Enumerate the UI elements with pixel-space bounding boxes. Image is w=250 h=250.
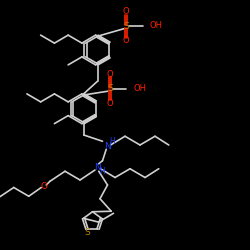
Text: S: S bbox=[124, 22, 129, 31]
Text: H: H bbox=[109, 137, 115, 146]
Text: O: O bbox=[107, 70, 113, 79]
Text: N: N bbox=[104, 142, 111, 151]
Text: H: H bbox=[99, 168, 105, 176]
Text: OH: OH bbox=[134, 84, 147, 93]
Text: N: N bbox=[94, 163, 101, 172]
Text: O: O bbox=[123, 36, 130, 45]
Text: OH: OH bbox=[150, 21, 163, 30]
Text: S: S bbox=[84, 228, 90, 237]
Text: O: O bbox=[40, 182, 47, 191]
Text: S: S bbox=[107, 84, 113, 93]
Text: O: O bbox=[123, 8, 130, 16]
Text: O: O bbox=[107, 98, 113, 108]
